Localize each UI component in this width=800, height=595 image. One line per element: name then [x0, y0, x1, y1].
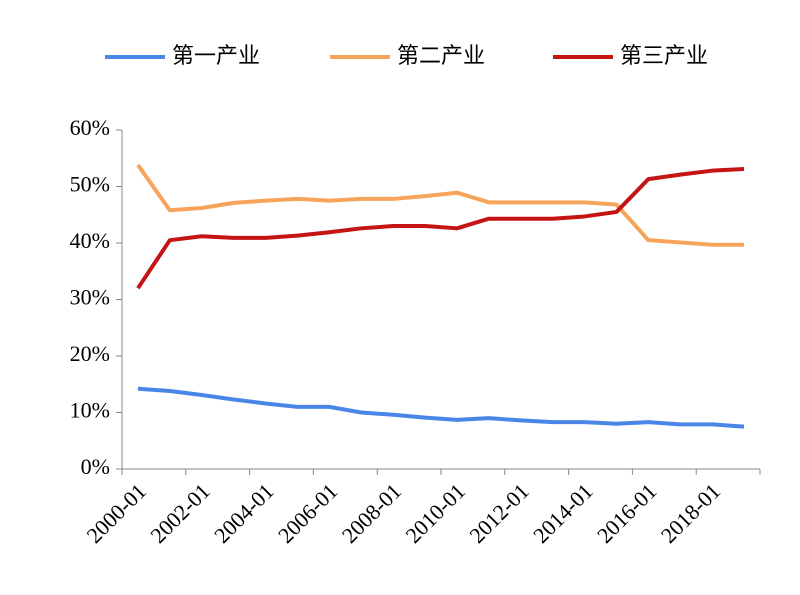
legend-label: 第一产业	[172, 43, 260, 68]
x-tick-label: 2016-01	[592, 478, 662, 548]
legend-label: 第二产业	[397, 43, 485, 68]
y-tick-label: 20%	[70, 341, 110, 366]
y-tick-label: 0%	[81, 454, 110, 479]
y-tick-label: 10%	[70, 398, 110, 423]
x-tick-label: 2004-01	[209, 478, 279, 548]
y-tick-label: 60%	[70, 115, 110, 140]
legend-label: 第三产业	[620, 43, 708, 68]
x-tick-label: 2002-01	[145, 478, 215, 548]
line	[137, 386, 745, 429]
y-tick-label: 30%	[70, 285, 110, 310]
x-tick-label: 2018-01	[656, 478, 726, 548]
line	[136, 166, 745, 290]
x-tick-label: 2010-01	[401, 478, 471, 548]
x-tick-label: 2000-01	[82, 478, 152, 548]
x-tick-label: 2006-01	[273, 478, 343, 548]
x-tick-label: 2014-01	[528, 478, 598, 548]
y-tick-label: 50%	[70, 172, 110, 197]
x-tick-label: 2012-01	[464, 478, 534, 548]
x-tick-label: 2008-01	[337, 478, 407, 548]
y-tick-label: 40%	[70, 228, 110, 253]
line	[136, 163, 745, 247]
